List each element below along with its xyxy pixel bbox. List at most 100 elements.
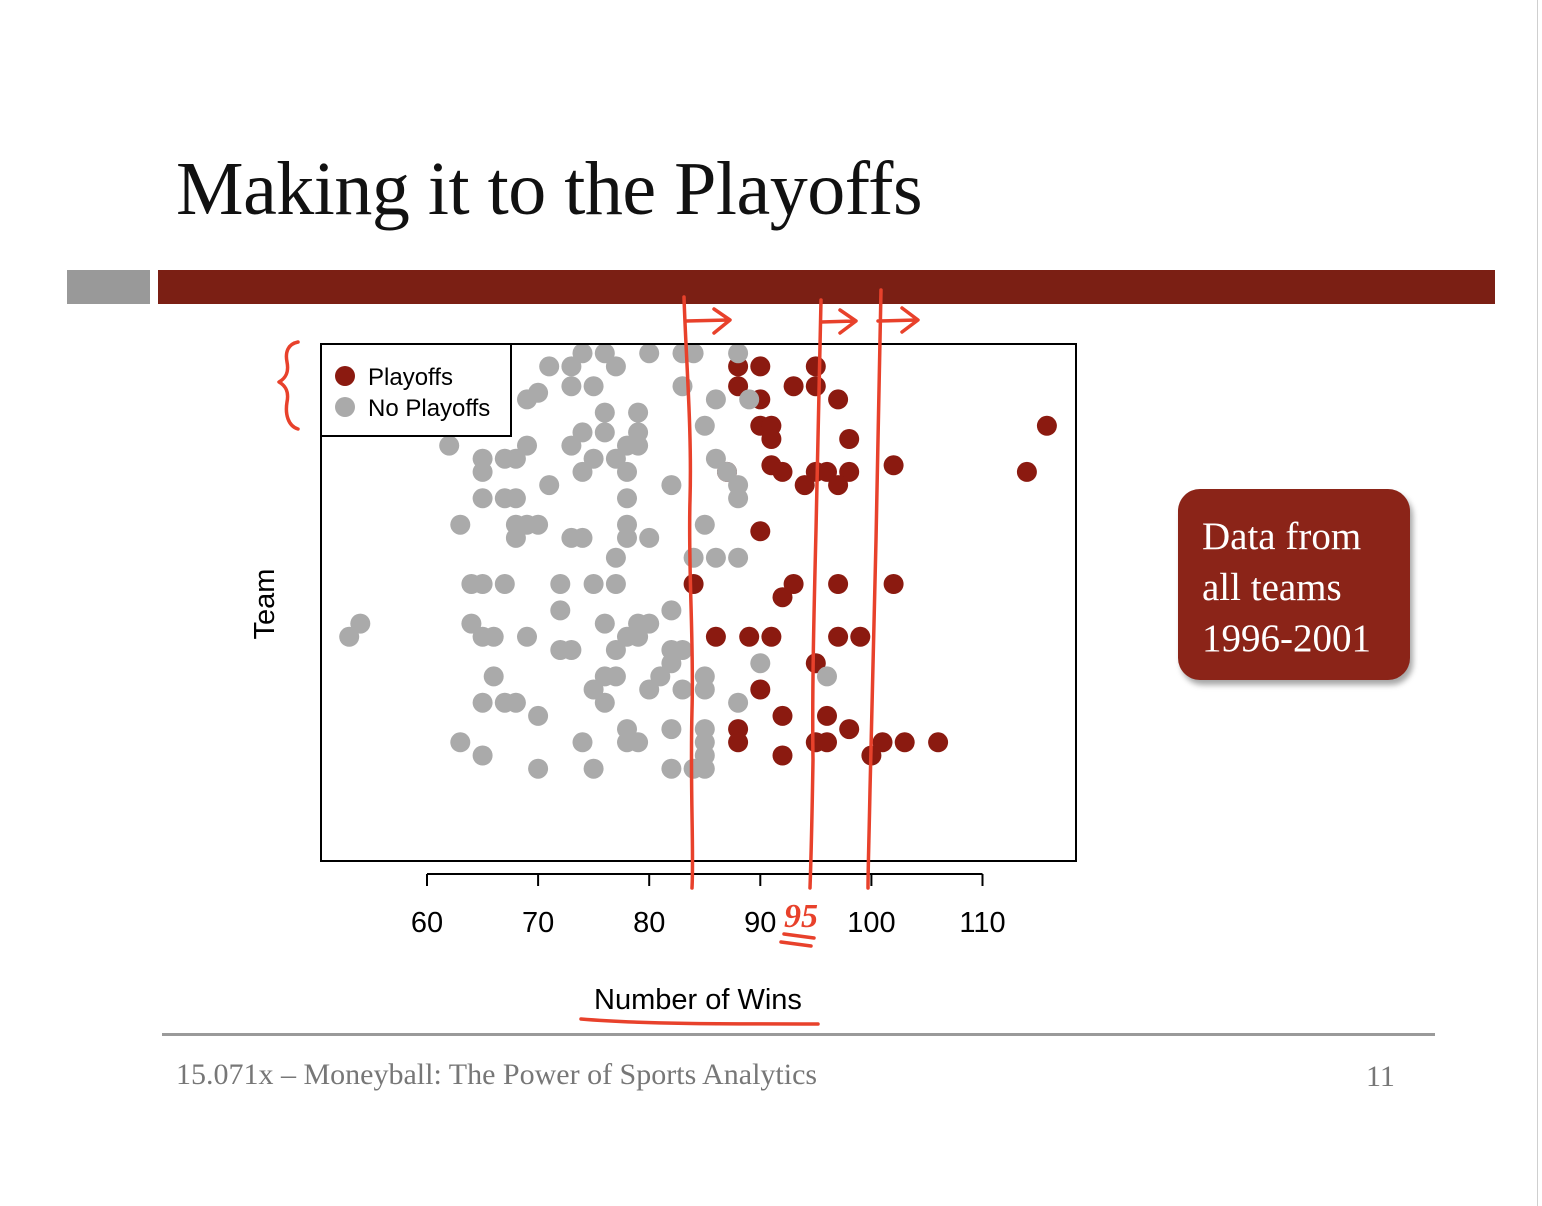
no-playoffs-point (350, 613, 371, 634)
playoffs-point (850, 626, 871, 647)
callout-line-1: Data from (1202, 515, 1362, 558)
playoffs-point (828, 626, 849, 647)
no-playoffs-point (617, 527, 637, 548)
playoffs-point (894, 732, 915, 753)
ink-arrow-2 (819, 308, 858, 335)
playoffs-point (705, 626, 726, 647)
no-playoffs-point (594, 613, 615, 634)
no-playoffs-point (672, 640, 693, 660)
no-playoffs-point (505, 527, 526, 548)
no-playoffs-point (617, 488, 637, 509)
playoffs-point (817, 461, 837, 482)
no-playoffs-point (605, 448, 626, 469)
y-axis-label: Team (249, 569, 281, 640)
no-playoffs-point (661, 719, 682, 740)
no-playoffs-point (439, 435, 460, 456)
playoffs-point (928, 732, 949, 753)
x-tick-label: 100 (847, 907, 895, 939)
no-playoffs-point (483, 666, 504, 687)
no-playoffs-point (561, 376, 582, 397)
no-playoffs-point (550, 600, 571, 621)
no-playoffs-point (705, 547, 726, 568)
no-playoffs-point (639, 613, 660, 634)
x-tick-label: 110 (959, 907, 1005, 939)
no-playoffs-point (472, 692, 493, 713)
playoffs-point (750, 521, 771, 542)
title-bar-red-segment (158, 270, 1495, 304)
no-playoffs-point (661, 600, 682, 621)
ink-arrow-3 (876, 306, 920, 334)
no-playoffs-point (528, 758, 549, 779)
no-playoffs-point (472, 461, 493, 482)
no-playoffs-point (739, 389, 760, 410)
x-tick-label: 60 (411, 907, 443, 939)
no-playoffs-point (694, 679, 715, 700)
legend-no-playoffs-marker (335, 397, 355, 417)
ink-brace (277, 340, 300, 431)
no-playoffs-point (750, 653, 771, 674)
no-playoffs-point (583, 679, 604, 700)
playoffs-point (828, 389, 849, 410)
playoffs-point (839, 719, 860, 740)
no-playoffs-point (583, 574, 604, 594)
no-playoffs-point (517, 435, 537, 456)
playoffs-point (1016, 461, 1037, 482)
no-playoffs-point (817, 666, 837, 687)
no-playoffs-point (517, 626, 537, 647)
no-playoffs-point (605, 640, 626, 660)
no-playoffs-point (572, 343, 593, 364)
no-playoffs-point (505, 692, 526, 713)
playoffs-point (805, 376, 826, 397)
no-playoffs-point (683, 343, 704, 364)
playoffs-point (761, 429, 782, 449)
no-playoffs-point (628, 435, 649, 456)
no-playoffs-point (717, 461, 737, 482)
playoffs-point (872, 732, 893, 753)
x-axis: 60 70 80 90 100 110 (411, 873, 1006, 939)
playoffs-point (817, 705, 837, 726)
x-tick-label: 80 (633, 907, 665, 939)
ink-arrow-1 (684, 307, 732, 335)
no-playoffs-point (728, 343, 749, 364)
data-source-callout: Data from all teams 1996-2001 (1178, 489, 1410, 680)
no-playoffs-point (572, 732, 593, 753)
ink-underline-xlabel (579, 1017, 820, 1026)
no-playoffs-point (583, 376, 604, 397)
no-playoffs-point (561, 356, 582, 377)
no-playoffs-point (594, 343, 615, 364)
playoffs-point (772, 587, 793, 608)
no-playoffs-point (639, 679, 660, 700)
no-playoffs-point (594, 692, 615, 713)
no-playoffs-point (605, 356, 626, 377)
playoffs-point (828, 574, 849, 594)
callout-line-2: all teams (1202, 566, 1342, 609)
no-playoffs-point (639, 527, 660, 548)
no-playoffs-point (672, 679, 693, 700)
no-playoffs-point (705, 389, 726, 410)
no-playoffs-point (628, 402, 649, 423)
no-playoffs-point (450, 514, 471, 535)
legend-box (320, 343, 512, 437)
no-playoffs-point (605, 666, 626, 687)
legend: Playoffs No Playoffs (320, 343, 512, 437)
playoffs-point (883, 574, 904, 594)
slide-title: Making it to the Playoffs (176, 147, 923, 231)
no-playoffs-point (472, 574, 493, 594)
no-playoffs-point (550, 574, 571, 594)
playoffs-point (728, 732, 749, 753)
no-playoffs-point (583, 758, 604, 779)
playoffs-point (805, 356, 826, 377)
ink-line-84 (682, 295, 695, 890)
playoffs-point (1036, 415, 1057, 436)
playoffs-point (750, 679, 771, 700)
no-playoffs-point (539, 356, 560, 377)
no-playoffs-point (472, 745, 493, 766)
no-playoffs-point (728, 547, 749, 568)
playoffs-point (817, 732, 837, 753)
legend-playoffs-label: Playoffs (368, 364, 453, 391)
no-playoffs-point (605, 547, 626, 568)
playoffs-point (783, 376, 804, 397)
no-playoffs-point (694, 758, 715, 779)
playoffs-point (828, 475, 849, 496)
legend-playoffs-marker (335, 366, 355, 386)
